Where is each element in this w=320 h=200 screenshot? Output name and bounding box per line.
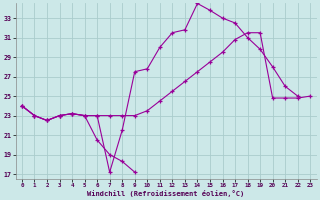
X-axis label: Windchill (Refroidissement éolien,°C): Windchill (Refroidissement éolien,°C)	[87, 190, 245, 197]
